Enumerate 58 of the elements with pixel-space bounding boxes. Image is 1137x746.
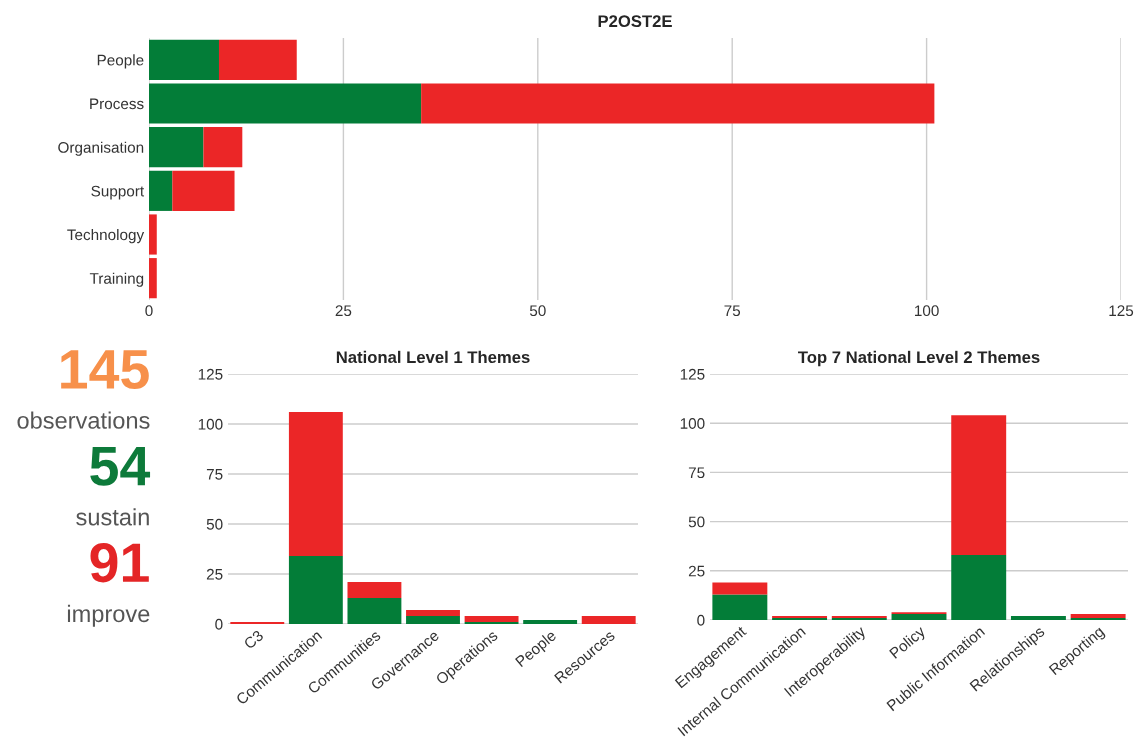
y-tick-label: 125 [680, 368, 705, 380]
text: 54 [90, 446, 151, 486]
chart-title: P2OST2E [598, 15, 672, 28]
y-tick-label: 25 [206, 568, 223, 580]
chart-title: National Level 1 Themes [336, 350, 530, 364]
y-tick-label: People [97, 54, 144, 69]
chart-title: Top 7 National Level 2 Themes [798, 350, 1040, 367]
text: sustain [76, 508, 149, 526]
x-tick-label: 0 [145, 305, 153, 317]
y-tick-label: Organisation [58, 141, 144, 156]
bar [891, 614, 947, 620]
bar [149, 258, 157, 299]
bar [464, 616, 519, 622]
y-tick-label: 100 [680, 418, 705, 429]
text: observations [17, 411, 150, 429]
x-tick-label: 25 [335, 305, 352, 317]
bar [347, 598, 402, 624]
y-tick-label: 100 [198, 418, 223, 430]
y-tick-label: Technology [67, 228, 145, 244]
y-tick-label: Support [91, 185, 145, 200]
bar [149, 83, 422, 124]
bar [218, 39, 297, 80]
bar [406, 610, 460, 616]
text: 91 [90, 543, 149, 583]
bar [951, 555, 1007, 620]
text: improve [67, 604, 150, 627]
y-tick-label: 50 [206, 518, 223, 530]
bar [347, 582, 402, 598]
bar [149, 39, 219, 80]
x-tick-label: 75 [724, 305, 741, 317]
bar [149, 214, 157, 255]
y-tick-label: 75 [688, 467, 705, 479]
bar [406, 616, 460, 624]
x-tick-label: 125 [1109, 305, 1134, 317]
bar [288, 556, 343, 624]
bar [1010, 616, 1066, 620]
bar [951, 415, 1007, 556]
bar [149, 170, 173, 211]
text: 145 [61, 350, 149, 390]
y-tick-label: Training [89, 272, 144, 287]
y-tick-label: 125 [198, 368, 223, 380]
y-tick-label: 50 [688, 516, 705, 528]
x-tick-label: 100 [915, 305, 939, 317]
x-tick-label: 50 [529, 305, 546, 317]
bar [203, 127, 243, 168]
bar [172, 170, 235, 211]
bar [1070, 614, 1126, 619]
y-tick-label: 75 [206, 469, 223, 480]
bar [712, 594, 768, 620]
bar [149, 127, 204, 168]
bar [421, 83, 935, 124]
bar [712, 582, 768, 595]
bar [523, 620, 578, 624]
y-tick-label: Process [90, 98, 144, 110]
y-tick-label: 25 [688, 565, 705, 577]
bar [581, 616, 636, 624]
bar [288, 412, 343, 556]
y-tick-label: 0 [697, 614, 705, 626]
